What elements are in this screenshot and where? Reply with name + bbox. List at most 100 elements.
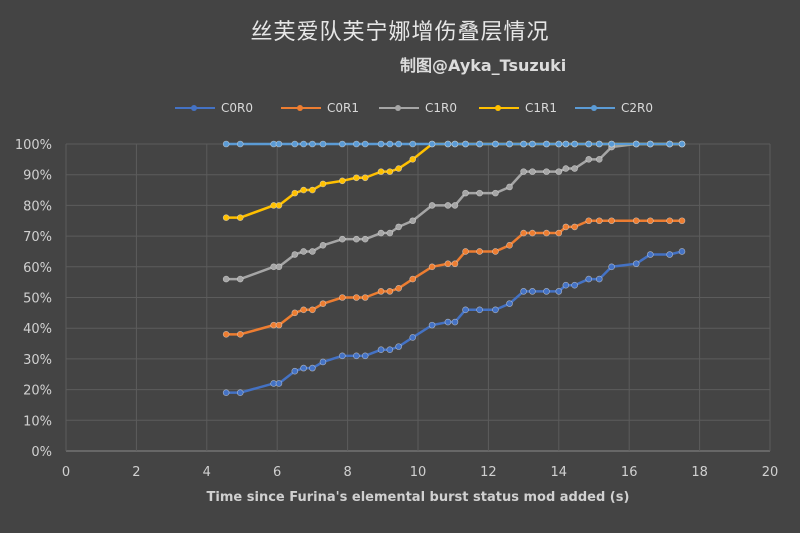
x-tick-label: 16 — [621, 465, 638, 480]
x-tick-label: 18 — [691, 465, 708, 480]
data-point — [339, 177, 346, 185]
data-point — [428, 140, 436, 148]
x-tick-label: 6 — [273, 465, 281, 480]
legend-item-c0r1: C0R1 — [281, 99, 359, 117]
data-point — [222, 275, 230, 283]
data-point — [428, 321, 436, 329]
data-point — [444, 318, 452, 326]
x-tick-label: 4 — [203, 465, 211, 480]
data-point — [300, 248, 307, 255]
x-tick-label: 0 — [62, 465, 70, 480]
chart-legend: C0R0 C0R1 C1R0 C1R1 C2R0 — [175, 99, 675, 117]
data-point — [409, 140, 417, 148]
data-point — [377, 168, 385, 175]
y-tick-label: 90% — [23, 169, 52, 184]
data-point — [236, 275, 244, 283]
data-point — [275, 321, 283, 329]
data-point — [666, 140, 673, 148]
data-point — [555, 288, 563, 295]
grid-lines — [65, 143, 771, 452]
data-point — [361, 294, 369, 301]
data-point — [353, 294, 360, 301]
data-point — [595, 275, 603, 283]
data-point — [353, 352, 360, 360]
data-point — [529, 229, 536, 237]
data-point — [678, 140, 686, 148]
data-point — [585, 156, 593, 163]
data-point — [275, 380, 283, 387]
data-point — [319, 358, 327, 366]
data-point — [395, 284, 402, 292]
y-tick-label: 0% — [31, 445, 52, 460]
data-point — [492, 306, 499, 314]
data-point — [339, 140, 346, 148]
legend-label: C1R0 — [425, 101, 457, 115]
data-point — [666, 251, 673, 258]
legend-item-c0r0: C0R0 — [175, 99, 253, 117]
legend-item-c1r0: C1R0 — [379, 99, 457, 117]
data-point — [595, 217, 603, 225]
data-point — [309, 364, 316, 372]
data-point — [647, 140, 654, 148]
data-point — [562, 223, 570, 231]
data-point — [562, 140, 570, 148]
x-tick-label: 2 — [132, 465, 140, 480]
data-point — [444, 260, 452, 268]
data-point — [309, 248, 316, 255]
data-point — [236, 331, 244, 338]
data-point — [339, 352, 346, 360]
data-point — [309, 306, 316, 314]
data-point — [361, 174, 369, 182]
data-point — [520, 288, 527, 295]
data-point — [300, 306, 307, 314]
data-point — [555, 229, 563, 237]
data-point — [529, 288, 536, 295]
series-line — [226, 219, 682, 336]
data-point — [476, 140, 483, 148]
legend-swatch — [281, 99, 321, 117]
data-point — [632, 217, 640, 225]
data-point — [353, 174, 360, 182]
data-point — [678, 217, 686, 225]
legend-swatch — [575, 99, 615, 117]
data-point — [300, 140, 307, 148]
data-point — [571, 223, 578, 231]
data-point — [451, 202, 459, 209]
data-point — [377, 288, 385, 295]
data-point — [543, 168, 550, 175]
data-point — [275, 140, 283, 148]
data-point — [506, 242, 513, 249]
data-point — [291, 309, 299, 317]
y-tick-label: 70% — [23, 230, 52, 245]
data-point — [395, 140, 402, 148]
series-c0r0 — [222, 248, 686, 396]
data-point — [275, 263, 283, 271]
data-point — [647, 217, 654, 225]
axis-ticks: 0% 10% 20% 30% 40% 50% 60% 70% 80% 90% 100% 0 2 4 6 8 10… — [15, 138, 778, 480]
data-point — [520, 229, 527, 237]
data-point — [476, 248, 483, 255]
y-tick-label: 80% — [23, 199, 52, 214]
data-point — [555, 140, 563, 148]
legend-item-c2r0: C2R0 — [575, 99, 653, 117]
data-point — [300, 186, 307, 194]
data-point — [520, 168, 527, 175]
legend-label: C0R1 — [327, 101, 359, 115]
data-point — [476, 306, 483, 314]
data-point — [451, 140, 459, 148]
data-point — [339, 235, 346, 243]
data-point — [571, 281, 578, 289]
y-tick-label: 50% — [23, 292, 52, 307]
series-c2r0 — [222, 140, 686, 148]
data-point — [319, 180, 327, 188]
y-tick-label: 60% — [23, 261, 52, 276]
data-point — [291, 140, 299, 148]
data-point — [506, 140, 513, 148]
data-point — [506, 300, 513, 307]
data-point — [339, 294, 346, 301]
data-point — [386, 168, 394, 175]
data-point — [222, 331, 230, 338]
data-point — [476, 189, 483, 197]
data-point — [462, 306, 469, 314]
data-point — [562, 165, 570, 172]
